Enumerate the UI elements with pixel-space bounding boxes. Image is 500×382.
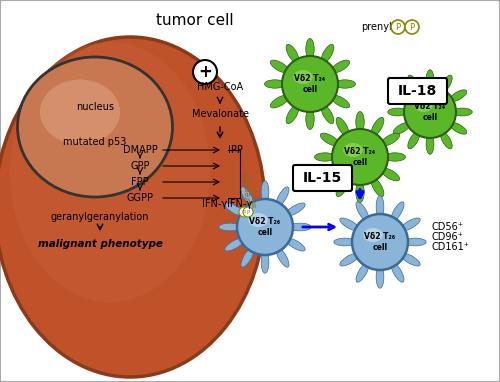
Ellipse shape [261,181,269,203]
Ellipse shape [391,262,404,282]
Ellipse shape [286,105,299,124]
Text: CD56⁺: CD56⁺ [432,222,464,232]
Circle shape [237,199,293,255]
Text: tumor cell: tumor cell [156,13,234,28]
Ellipse shape [340,218,359,231]
Ellipse shape [381,133,400,146]
Ellipse shape [426,70,434,89]
Ellipse shape [320,133,339,146]
Ellipse shape [376,196,384,218]
Circle shape [391,20,405,34]
Text: IL-15: IL-15 [302,171,342,185]
Text: P: P [242,209,246,215]
Text: Vδ2 T₂₄
cell: Vδ2 T₂₄ cell [344,147,376,167]
Ellipse shape [340,253,359,266]
Text: Vδ2 T₂₆
cell: Vδ2 T₂₆ cell [364,232,396,252]
Circle shape [332,129,388,185]
Ellipse shape [241,187,254,207]
Ellipse shape [331,95,349,108]
Ellipse shape [408,131,420,149]
Text: P: P [396,23,400,31]
Text: Mevalonate: Mevalonate [192,109,248,119]
Text: Vδ2 T₂₄
cell: Vδ2 T₂₄ cell [414,102,446,122]
Text: GPP: GPP [130,161,150,171]
Ellipse shape [225,238,244,251]
Ellipse shape [388,108,407,116]
Ellipse shape [270,95,289,108]
Ellipse shape [225,203,244,216]
Ellipse shape [356,181,364,202]
Text: +: + [198,63,212,81]
Ellipse shape [426,135,434,154]
Ellipse shape [10,42,210,302]
Ellipse shape [336,178,349,197]
Text: DMAPP: DMAPP [122,145,158,155]
Ellipse shape [376,266,384,288]
Text: prenyl-P: prenyl-P [244,171,252,203]
Ellipse shape [440,131,452,149]
Text: prenyl-: prenyl- [361,22,395,32]
Ellipse shape [270,60,289,73]
Text: Vδ2 T₂₆
cell: Vδ2 T₂₆ cell [250,217,280,237]
Ellipse shape [241,248,254,267]
Polygon shape [243,207,260,224]
Ellipse shape [276,248,289,267]
Text: IL-18: IL-18 [398,84,436,98]
Ellipse shape [331,60,349,73]
Ellipse shape [286,238,305,251]
Ellipse shape [334,80,355,88]
Text: nucleus: nucleus [76,102,114,112]
Ellipse shape [371,117,384,136]
Circle shape [282,56,338,112]
Ellipse shape [293,70,313,84]
Ellipse shape [248,213,268,227]
Ellipse shape [393,90,410,102]
Ellipse shape [381,168,400,181]
Ellipse shape [321,44,334,63]
Ellipse shape [391,202,404,222]
Text: HMG-CoA: HMG-CoA [197,82,243,92]
Ellipse shape [306,39,314,60]
Ellipse shape [371,178,384,197]
Ellipse shape [356,262,369,282]
FancyBboxPatch shape [388,78,447,104]
Ellipse shape [450,90,467,102]
Ellipse shape [356,202,369,222]
Ellipse shape [336,117,349,136]
Text: Vδ2 T₂₄
cell: Vδ2 T₂₄ cell [294,74,326,94]
Ellipse shape [289,223,311,231]
Text: malignant phenotype: malignant phenotype [38,239,162,249]
Text: IPP: IPP [228,145,242,155]
Ellipse shape [453,108,472,116]
Ellipse shape [400,253,420,266]
Ellipse shape [314,153,336,161]
Ellipse shape [343,143,363,157]
Ellipse shape [18,57,172,197]
Ellipse shape [321,105,334,124]
Ellipse shape [264,80,285,88]
Circle shape [193,60,217,84]
Ellipse shape [219,223,241,231]
Polygon shape [247,209,256,219]
Ellipse shape [356,112,364,133]
Circle shape [243,207,253,217]
Ellipse shape [276,187,289,207]
Ellipse shape [400,218,420,231]
Ellipse shape [384,153,406,161]
Text: CD161⁺: CD161⁺ [432,242,470,252]
Circle shape [352,214,408,270]
Text: IFN-γ: IFN-γ [202,199,228,209]
Ellipse shape [286,203,305,216]
Ellipse shape [393,122,410,134]
Ellipse shape [363,228,383,242]
Text: geranylgeranylation: geranylgeranylation [51,212,150,222]
Text: P: P [410,23,414,31]
Ellipse shape [261,251,269,273]
Ellipse shape [306,108,314,129]
Circle shape [405,20,419,34]
Text: CD96⁺: CD96⁺ [432,232,464,242]
Circle shape [239,207,249,217]
Text: P: P [246,209,250,215]
Text: mutated p53: mutated p53 [64,137,126,147]
